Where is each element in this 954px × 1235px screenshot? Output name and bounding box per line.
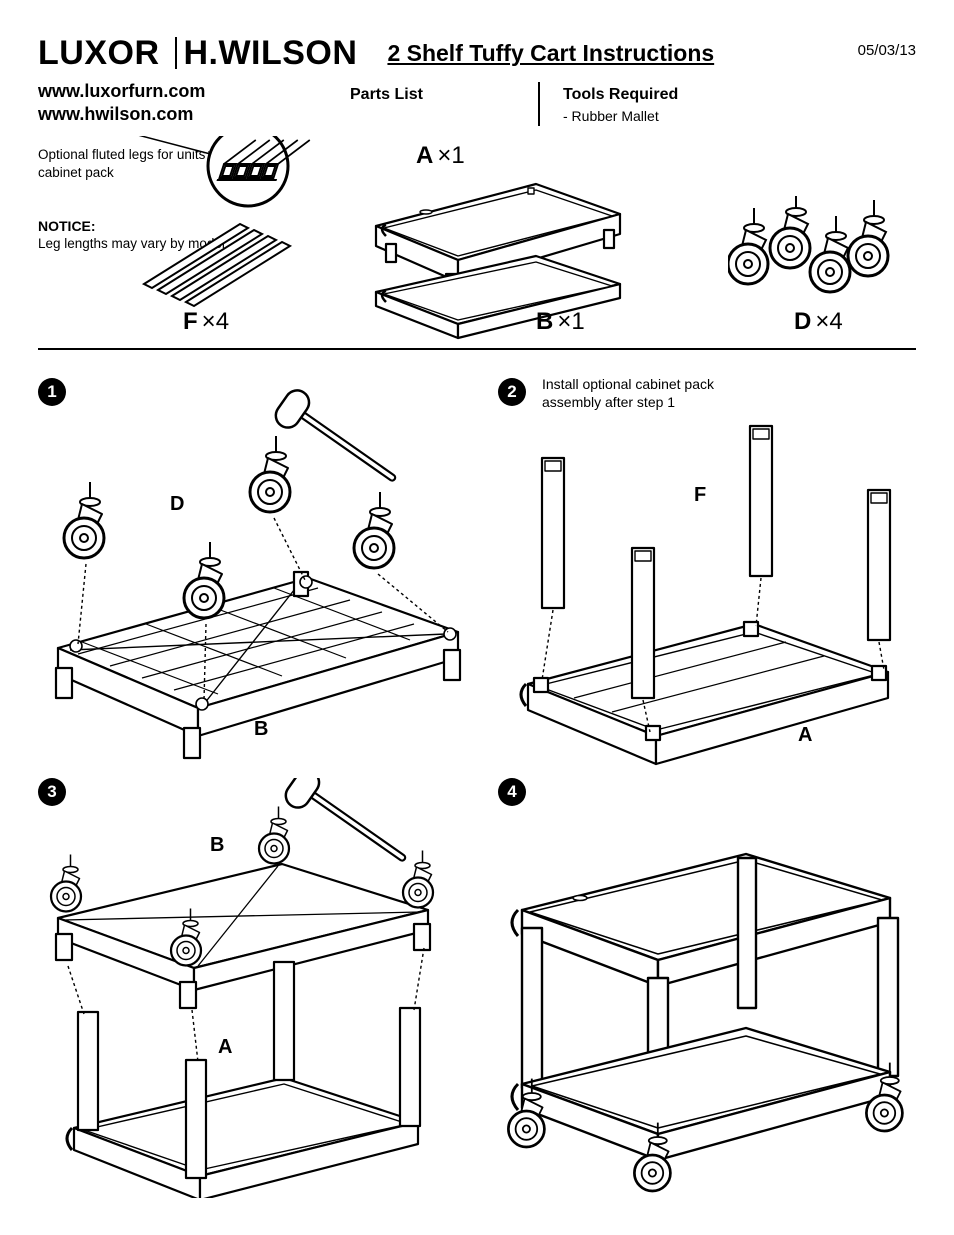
step-1-badge: 1: [38, 378, 66, 406]
part-a-label: A ×1: [416, 142, 465, 170]
logo-right: H.WILSON: [183, 34, 357, 72]
part-a-qty: ×1: [437, 142, 464, 170]
part-f-diagram: [138, 136, 358, 316]
part-d-qty: ×4: [815, 308, 842, 336]
step-4: 4: [498, 778, 918, 1198]
step-1-callout-d: D: [170, 493, 184, 516]
part-f-letter: F: [183, 308, 198, 336]
part-b-diagram: [368, 252, 628, 340]
step-1-callout-b: B: [254, 718, 268, 741]
logo-left: LUXOR: [38, 34, 160, 72]
step-3: 3 B A: [38, 778, 478, 1198]
brand-logo: LUXOR H.WILSON: [38, 36, 357, 70]
url-luxor: www.luxorfurn.com: [38, 80, 916, 103]
doc-date: 05/03/13: [858, 42, 916, 59]
step-4-badge: 4: [498, 778, 526, 806]
page-title: 2 Shelf Tuffy Cart Instructions: [387, 40, 827, 67]
part-b-label: B ×1: [536, 308, 585, 336]
part-d-letter: D: [794, 308, 811, 336]
part-f-label: F ×4: [183, 308, 229, 336]
step-2-callout-f: F: [694, 484, 706, 507]
part-d-label: D ×4: [794, 308, 843, 336]
logo-separator: [175, 37, 177, 69]
info-row: www.luxorfurn.com www.hwilson.com Parts …: [38, 80, 916, 140]
step-1: 1 D B: [38, 378, 478, 778]
part-a-letter: A: [416, 142, 433, 170]
part-d-diagram: [728, 196, 898, 316]
step-2: 2 Install optional cabinet pack assembly…: [498, 378, 918, 778]
tool-item-mallet: - Rubber Mallet: [563, 108, 659, 124]
assembly-steps: 1 D B: [38, 378, 916, 1198]
part-f-qty: ×4: [202, 308, 229, 336]
step-3-diagram: [38, 778, 478, 1198]
parts-list-heading: Parts List: [350, 86, 423, 104]
part-b-letter: B: [536, 308, 553, 336]
url-hwilson: www.hwilson.com: [38, 103, 916, 126]
step-3-callout-b: B: [210, 834, 224, 857]
step-2-note: Install optional cabinet pack assembly a…: [542, 376, 762, 411]
vertical-separator: [538, 82, 540, 126]
step-3-badge: 3: [38, 778, 66, 806]
parts-strip: Optional fluted legs for units with cabi…: [38, 140, 916, 350]
step-4-diagram: [498, 778, 918, 1198]
step-2-badge: 2: [498, 378, 526, 406]
part-b-qty: ×1: [557, 308, 584, 336]
tools-required-heading: Tools Required: [563, 86, 678, 104]
step-2-diagram: [498, 378, 918, 778]
step-2-callout-a: A: [798, 724, 812, 747]
step-3-callout-a: A: [218, 1036, 232, 1059]
brand-urls: www.luxorfurn.com www.hwilson.com: [38, 80, 916, 125]
